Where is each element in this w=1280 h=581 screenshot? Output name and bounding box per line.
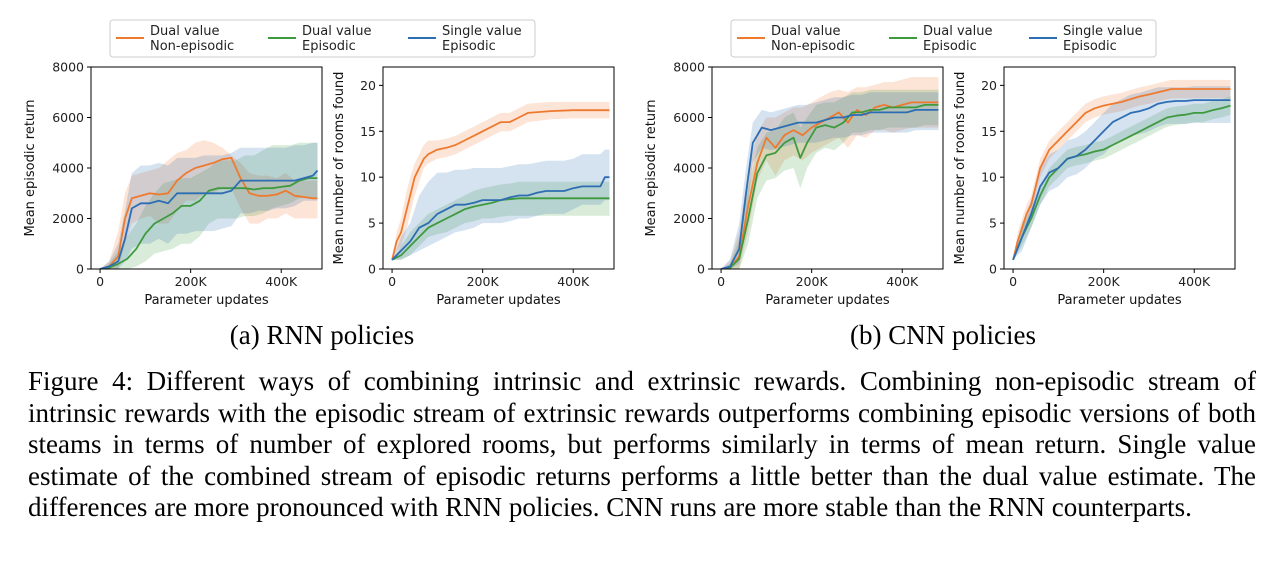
x-tick-label: 200K	[467, 274, 500, 289]
legend-label: Dual value	[771, 24, 840, 39]
x-tick-label: 400K	[886, 274, 919, 289]
x-tick-label: 0	[1009, 274, 1017, 289]
x-tick-label: 0	[96, 274, 104, 289]
x-axis-label: Parameter updates	[436, 293, 561, 308]
series-band	[392, 181, 610, 260]
legend-label: Dual value	[302, 24, 371, 39]
x-axis-label: Parameter updates	[144, 293, 269, 308]
plot-frame	[1003, 66, 1236, 270]
legend-box	[730, 19, 1157, 58]
x-tick-label: 400K	[265, 274, 298, 289]
legend-b: Dual value Non-episodic Dual value Episo…	[730, 19, 1157, 58]
series-band	[100, 140, 318, 269]
series-band	[721, 92, 939, 269]
series-line	[1012, 104, 1231, 261]
y-tick-label: 4000	[52, 161, 84, 176]
y-tick-label: 0	[989, 262, 997, 277]
series-line	[1012, 99, 1231, 261]
y-tick-label: 0	[697, 262, 705, 277]
series-band	[392, 149, 610, 260]
y-tick-label: 2000	[52, 211, 84, 226]
y-tick-label: 10	[360, 170, 376, 185]
legend-label: Episodic	[302, 39, 356, 54]
series-line	[1012, 88, 1231, 261]
chart-rnn-rooms: 0 200K 400K 0 5 10 15 20 Parameter updates Mean n…	[332, 66, 615, 308]
series-band	[1013, 79, 1231, 260]
x-tick-label: 0	[717, 274, 725, 289]
y-tick-label: 5	[989, 216, 997, 231]
y-tick-label: 2000	[673, 211, 705, 226]
x-tick-label: 400K	[1178, 274, 1211, 289]
series-line	[720, 104, 939, 269]
y-tick-label: 0	[76, 262, 84, 277]
y-tick-label: 10	[981, 170, 997, 185]
legend-label: Non-episodic	[150, 39, 234, 54]
y-tick-label: 20	[360, 78, 376, 93]
series-line	[391, 109, 610, 261]
y-tick-label: 20	[981, 78, 997, 93]
legend-box	[109, 19, 536, 58]
series-band	[721, 77, 939, 269]
plot-frame	[382, 66, 615, 270]
series-line	[720, 109, 939, 269]
series-line	[99, 156, 318, 269]
legend-label: Non-episodic	[771, 39, 855, 54]
x-tick-label: 200K	[796, 274, 829, 289]
series-band	[100, 142, 318, 269]
chart-rnn-return: 0 200K 400K 0 2000 4000 6000 8000 Parameter upda…	[23, 60, 323, 308]
y-tick-label: 0	[368, 262, 376, 277]
series-band	[1013, 96, 1231, 260]
legend-label: Single value	[1063, 24, 1143, 39]
figure-caption: Figure 4: Different ways of combining in…	[28, 366, 1256, 522]
x-axis-label: Parameter updates	[1057, 293, 1182, 308]
legend-label: Episodic	[442, 39, 496, 54]
series-line	[391, 197, 610, 261]
subcaption-b: (b) CNN policies	[850, 320, 1036, 350]
y-axis-label: Mean episodic return	[23, 99, 38, 236]
y-tick-label: 8000	[52, 60, 84, 75]
legend-a: Dual value Non-episodic Dual value Episo…	[109, 19, 536, 58]
y-axis-label: Mean episodic return	[644, 99, 659, 236]
y-tick-label: 8000	[673, 60, 705, 75]
y-tick-label: 5	[368, 216, 376, 231]
y-tick-label: 15	[360, 124, 376, 139]
legend-label: Dual value	[923, 24, 992, 39]
legend-label: Single value	[442, 24, 522, 39]
chart-cnn-rooms: 0 200K 400K 0 5 10 15 20 Parameter updates Mean n…	[953, 66, 1236, 308]
x-axis-label: Parameter updates	[765, 293, 890, 308]
x-tick-label: 200K	[175, 274, 208, 289]
series-band	[721, 89, 939, 269]
y-tick-label: 4000	[673, 161, 705, 176]
series-line	[391, 176, 610, 261]
legend-label: Episodic	[1063, 39, 1117, 54]
legend-label: Dual value	[150, 24, 219, 39]
y-tick-label: 6000	[52, 110, 84, 125]
y-axis-label: Mean number of rooms found	[953, 72, 968, 265]
series-band	[100, 142, 318, 269]
y-tick-label: 6000	[673, 110, 705, 125]
subcaption-a: (a) RNN policies	[230, 320, 414, 350]
x-tick-label: 0	[388, 274, 396, 289]
legend-label: Episodic	[923, 39, 977, 54]
figure: Dual value Non-episodic Dual value Episo…	[23, 19, 1236, 350]
series-line	[99, 177, 318, 269]
x-tick-label: 200K	[1088, 274, 1121, 289]
y-axis-label: Mean number of rooms found	[332, 72, 347, 265]
series-band	[1013, 86, 1231, 260]
series-line	[720, 101, 939, 269]
chart-cnn-return: 0 200K 400K 0 2000 4000 6000 8000 Parameter upda…	[644, 60, 944, 308]
y-tick-label: 15	[981, 124, 997, 139]
x-tick-label: 400K	[557, 274, 590, 289]
series-line	[99, 169, 319, 269]
series-band	[392, 101, 610, 260]
